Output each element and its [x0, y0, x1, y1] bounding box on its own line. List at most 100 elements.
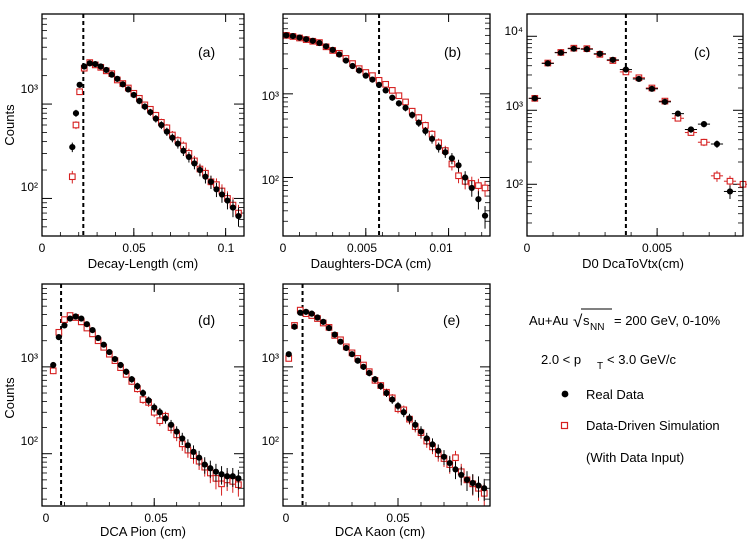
legend-collision: Au+Au	[529, 313, 568, 328]
real-point	[128, 376, 135, 383]
real-point	[428, 135, 436, 142]
real-point	[331, 331, 338, 338]
real-point	[207, 465, 214, 472]
real-point	[134, 383, 141, 390]
panel-c-marks	[526, 13, 747, 237]
real-point	[111, 355, 119, 363]
real-point	[348, 351, 356, 358]
real-point	[72, 313, 79, 320]
real-point	[308, 310, 315, 317]
real-point	[336, 51, 343, 58]
real-point	[86, 60, 93, 67]
real-point	[174, 140, 181, 147]
real-point	[106, 348, 113, 356]
panel-c-ytick-label: 10³	[506, 99, 523, 113]
panel-e-xtick-label: 0.05	[386, 511, 410, 525]
real-point	[458, 471, 465, 479]
real-point	[726, 188, 734, 195]
panel-e-xtick-label: 0	[283, 511, 290, 525]
panel-d-ytick-label: 10³	[21, 351, 38, 365]
panel-c: (c) 0 0.005 10² 10³ 10⁴ D0 DcaToVtx(cm)	[504, 13, 747, 271]
real-point	[570, 45, 577, 52]
real-point	[61, 322, 68, 329]
legend-sim-marker	[560, 421, 569, 430]
real-point	[609, 56, 616, 63]
real-point	[325, 324, 333, 332]
real-point	[356, 67, 363, 74]
sim-point	[388, 87, 396, 94]
real-point	[544, 60, 551, 67]
real-point	[213, 186, 220, 193]
real-point	[103, 66, 110, 74]
real-point	[123, 368, 130, 375]
real-point	[108, 71, 115, 78]
real-point	[415, 119, 422, 126]
real-point	[201, 461, 208, 468]
real-point	[429, 441, 436, 448]
real-point	[156, 409, 163, 416]
legend-pt-subscript: T	[597, 361, 603, 372]
real-point	[285, 351, 292, 358]
panel-c-xtick-label: 0.005	[642, 241, 672, 255]
real-point	[349, 62, 356, 70]
sim-point	[156, 417, 164, 425]
legend-pt-low: 2.0 < p	[541, 352, 581, 367]
real-point	[481, 212, 489, 219]
panel-e: (e) 0 0.05 10² 10³ DCA Kaon (cm)	[262, 283, 491, 539]
panel-a-xtick-label: 0.1	[218, 241, 235, 255]
real-point	[76, 81, 83, 88]
real-point	[302, 308, 310, 315]
real-point	[674, 110, 682, 117]
real-point	[362, 72, 369, 79]
panel-a-xtick-label: 0.05	[122, 241, 146, 255]
real-point	[583, 46, 590, 53]
real-point	[173, 428, 180, 435]
real-point	[375, 81, 383, 88]
real-point	[412, 421, 419, 428]
real-point	[417, 428, 425, 435]
panel-d-marks	[41, 283, 245, 506]
panel-b-frame	[282, 13, 491, 237]
real-point	[163, 128, 170, 135]
real-point	[531, 95, 538, 102]
real-point	[320, 318, 327, 325]
real-point	[369, 76, 376, 83]
panel-b-tag: (b)	[444, 44, 461, 60]
panel-a-xlabel: Decay-Length (cm)	[88, 256, 199, 271]
panel-b-ytick-label: 10³	[262, 89, 279, 103]
real-point	[224, 197, 231, 204]
real-point	[92, 61, 99, 68]
real-point	[141, 103, 148, 110]
sim-point	[481, 184, 489, 192]
panel-d-frame	[41, 283, 245, 507]
legend-sqrt-symbol: √	[573, 312, 583, 331]
real-point	[342, 57, 350, 64]
real-point	[452, 466, 459, 473]
real-point	[463, 476, 471, 483]
real-point	[409, 111, 416, 119]
real-point	[469, 479, 476, 487]
real-point	[455, 162, 462, 169]
real-point	[366, 369, 373, 377]
real-point	[297, 309, 304, 316]
real-point	[648, 85, 656, 92]
real-point	[635, 75, 643, 83]
panel-c-xlabel: D0 DcaToVtx(cm)	[582, 256, 684, 271]
legend-real-label: Real Data	[586, 387, 645, 402]
real-point	[125, 86, 132, 93]
real-point	[190, 448, 197, 455]
real-point	[337, 338, 344, 345]
sim-point	[726, 177, 734, 185]
real-point	[377, 383, 384, 390]
real-point	[224, 473, 231, 480]
real-point	[462, 174, 469, 181]
real-point	[130, 91, 137, 99]
panel-d-xlabel: DCA Pion (cm)	[100, 524, 186, 539]
real-point	[371, 376, 379, 383]
real-point	[229, 204, 237, 211]
legend: Au+Au √ s NN = 200 GeV, 0-10% 2.0 < p T …	[529, 308, 721, 465]
sim-point	[139, 396, 147, 403]
real-point	[95, 334, 102, 342]
legend-sim-note: (With Data Input)	[586, 450, 684, 465]
panel-b-xtick-label: 0.01	[429, 241, 453, 255]
